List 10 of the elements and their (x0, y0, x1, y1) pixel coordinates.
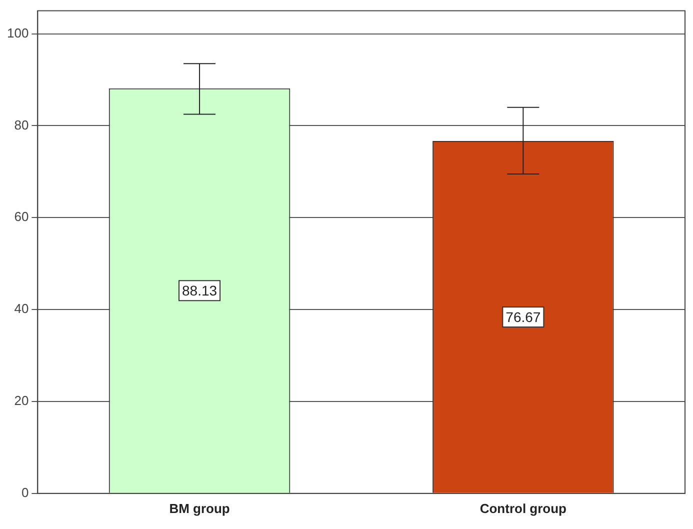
y-tick-label: 40 (14, 301, 29, 316)
data-label: 88.13 (182, 282, 218, 298)
x-tick-label: Control group (480, 500, 567, 516)
y-tick-label: 20 (14, 393, 29, 408)
y-tick-label: 100 (6, 25, 29, 40)
y-tick-label: 0 (21, 484, 29, 500)
data-label: 76.67 (506, 308, 541, 325)
y-tick-label: 80 (14, 117, 29, 132)
x-tick-label: BM group (169, 500, 230, 516)
y-tick-label: 60 (14, 209, 29, 224)
